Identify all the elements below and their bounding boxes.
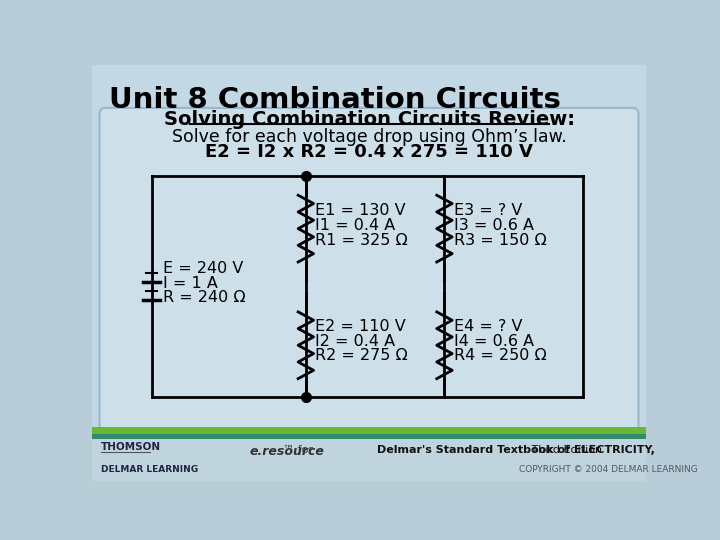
Text: E2 = 110 V: E2 = 110 V	[315, 319, 406, 334]
Text: R4 = 250 Ω: R4 = 250 Ω	[454, 348, 546, 363]
Text: Third Edition: Third Edition	[528, 445, 602, 455]
Text: E = 240 V: E = 240 V	[163, 261, 243, 276]
FancyBboxPatch shape	[99, 108, 639, 434]
Text: R1 = 325 Ω: R1 = 325 Ω	[315, 233, 408, 248]
Text: R2 = 275 Ω: R2 = 275 Ω	[315, 348, 408, 363]
Bar	[92, 439, 647, 481]
Text: I2 = 0.4 A: I2 = 0.4 A	[315, 334, 395, 348]
Bar	[92, 428, 647, 434]
Text: I1 = 0.4 A: I1 = 0.4 A	[315, 218, 395, 233]
Text: I4 = 0.6 A: I4 = 0.6 A	[454, 334, 534, 348]
Polygon shape	[92, 65, 647, 481]
Text: I3 = 0.6 A: I3 = 0.6 A	[454, 218, 534, 233]
Text: I = 1 A: I = 1 A	[163, 276, 217, 291]
Bar	[92, 434, 647, 439]
Text: ™ for: ™ for	[283, 445, 312, 455]
Text: e.resource: e.resource	[250, 445, 325, 458]
Text: THOMSON: THOMSON	[101, 442, 161, 452]
Text: Unit 8 Combination Circuits: Unit 8 Combination Circuits	[109, 85, 561, 113]
Text: Solve for each voltage drop using Ohm’s law.: Solve for each voltage drop using Ohm’s …	[171, 128, 567, 146]
Text: E3 = ? V: E3 = ? V	[454, 204, 522, 218]
Text: Solving Combination Circuits Review:: Solving Combination Circuits Review:	[163, 110, 575, 129]
Text: E1 = 130 V: E1 = 130 V	[315, 204, 406, 218]
Text: R3 = 150 Ω: R3 = 150 Ω	[454, 233, 546, 248]
Text: E4 = ? V: E4 = ? V	[454, 319, 522, 334]
Text: E2 = I2 x R2 = 0.4 x 275 = 110 V: E2 = I2 x R2 = 0.4 x 275 = 110 V	[205, 143, 533, 161]
Text: R = 240 Ω: R = 240 Ω	[163, 291, 246, 306]
Text: COPYRIGHT © 2004 DELMAR LEARNING: COPYRIGHT © 2004 DELMAR LEARNING	[519, 465, 698, 474]
Text: DELMAR LEARNING: DELMAR LEARNING	[101, 465, 198, 474]
Text: Delmar's Standard Textbook of ELECTRICITY,: Delmar's Standard Textbook of ELECTRICIT…	[377, 445, 654, 455]
